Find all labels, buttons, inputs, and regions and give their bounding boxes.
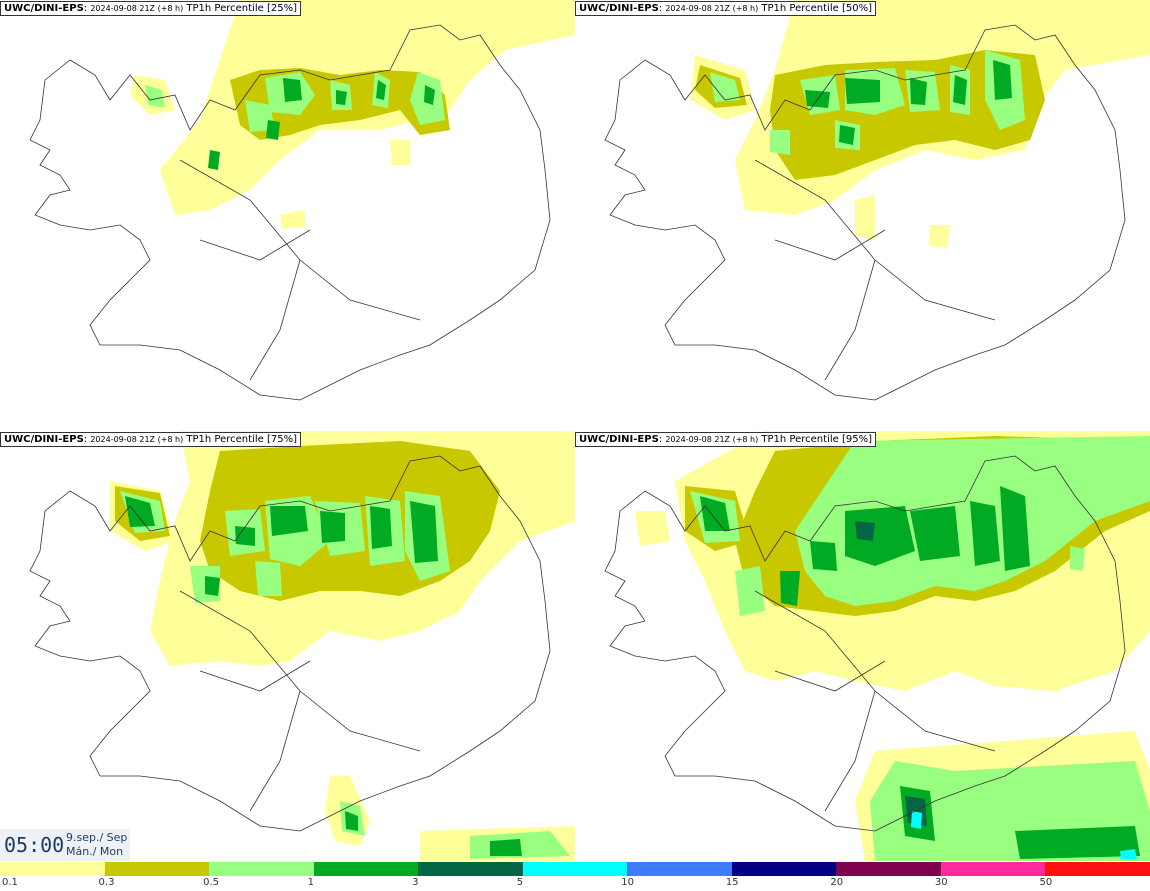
field-label: TP1h Percentile [75%] [186, 434, 297, 445]
coastline [29, 24, 551, 401]
valid-date: 9.sep./ Sep [66, 831, 128, 844]
run-label: 2024-09-08 21Z (+8 h) [665, 435, 759, 444]
panel-title: UWC/DINI-EPS: 2024-09-08 21Z (+8 h) TP1h… [0, 432, 301, 447]
field-label: TP1h Percentile [25%] [186, 3, 297, 14]
valid-time-box: 05:00 9.sep./ Sep Mán./ Mon [0, 829, 130, 861]
legend-swatch [313, 862, 419, 876]
map-panel-75: UWC/DINI-EPS: 2024-09-08 21Z (+8 h) TP1h… [0, 431, 575, 861]
legend-swatch [0, 862, 105, 876]
field-label: TP1h Percentile [50%] [761, 3, 872, 14]
run-label: 2024-09-08 21Z (+8 h) [665, 4, 759, 13]
valid-time: 05:00 [4, 833, 65, 857]
legend-tick-label: 10 [621, 877, 634, 888]
precip-field [635, 431, 1150, 861]
legend-tick-label: 0.3 [98, 877, 115, 888]
legend-tick-label: 1 [307, 877, 314, 888]
precip-map [604, 0, 1150, 401]
field-label: TP1h Percentile [95%] [761, 434, 872, 445]
run-label: 2024-09-08 21Z (+8 h) [90, 4, 184, 13]
coastline [29, 455, 551, 832]
model-label: UWC/DINI-EPS [4, 3, 84, 14]
coastline [604, 455, 1126, 832]
panel-title: UWC/DINI-EPS: 2024-09-08 21Z (+8 h) TP1h… [575, 432, 876, 447]
legend-swatch [104, 862, 210, 876]
model-label: UWC/DINI-EPS [579, 3, 659, 14]
legend-bar [0, 862, 1150, 876]
legend-swatch [418, 862, 523, 876]
precip-map [29, 431, 575, 861]
legend-swatch [1045, 862, 1150, 876]
precip-field [110, 431, 575, 861]
legend-tick-label: 30 [934, 877, 948, 888]
model-label: UWC/DINI-EPS [4, 434, 84, 445]
panel-title: UWC/DINI-EPS: 2024-09-08 21Z (+8 h) TP1h… [0, 1, 301, 16]
precip-map [604, 431, 1150, 861]
panel-title: UWC/DINI-EPS: 2024-09-08 21Z (+8 h) TP1h… [575, 1, 876, 16]
color-legend: 0.1 0.3 0.5 1 3 5 10 15 20 30 50 [0, 862, 1150, 891]
legend-tick-label: 5 [516, 877, 524, 888]
legend-tick-label: 15 [725, 877, 739, 888]
map-panel-25: UWC/DINI-EPS: 2024-09-08 21Z (+8 h) TP1h… [0, 0, 575, 430]
legend-swatch [209, 862, 314, 876]
legend-swatch [940, 862, 1046, 876]
legend-tick-label: 0.1 [2, 877, 18, 888]
precip-field [130, 0, 575, 228]
legend-swatch [731, 862, 837, 876]
map-panel-95: UWC/DINI-EPS: 2024-09-08 21Z (+8 h) TP1h… [575, 431, 1150, 861]
run-label: 2024-09-08 21Z (+8 h) [90, 435, 184, 444]
legend-tick-label: 20 [830, 877, 844, 888]
precip-field [690, 0, 1150, 248]
legend-tick-label: 0.5 [203, 877, 219, 888]
valid-weekday: Mán./ Mon [66, 845, 124, 858]
legend-swatch [522, 862, 628, 876]
coastline [604, 24, 1126, 401]
precip-map [29, 0, 575, 401]
map-panel-50: UWC/DINI-EPS: 2024-09-08 21Z (+8 h) TP1h… [575, 0, 1150, 430]
legend-swatch [627, 862, 732, 876]
legend-swatch [836, 862, 941, 876]
model-label: UWC/DINI-EPS [579, 434, 659, 445]
legend-tick-label: 50 [1039, 877, 1053, 888]
legend-tick-label: 3 [412, 877, 419, 888]
